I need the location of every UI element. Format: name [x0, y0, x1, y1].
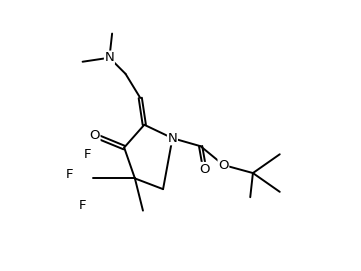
Text: N: N: [105, 51, 114, 64]
Text: F: F: [79, 199, 86, 212]
Text: F: F: [84, 148, 92, 161]
Text: O: O: [90, 129, 100, 142]
Text: O: O: [199, 163, 210, 176]
Text: N: N: [168, 132, 177, 145]
Text: F: F: [65, 168, 73, 181]
Text: O: O: [218, 159, 229, 172]
